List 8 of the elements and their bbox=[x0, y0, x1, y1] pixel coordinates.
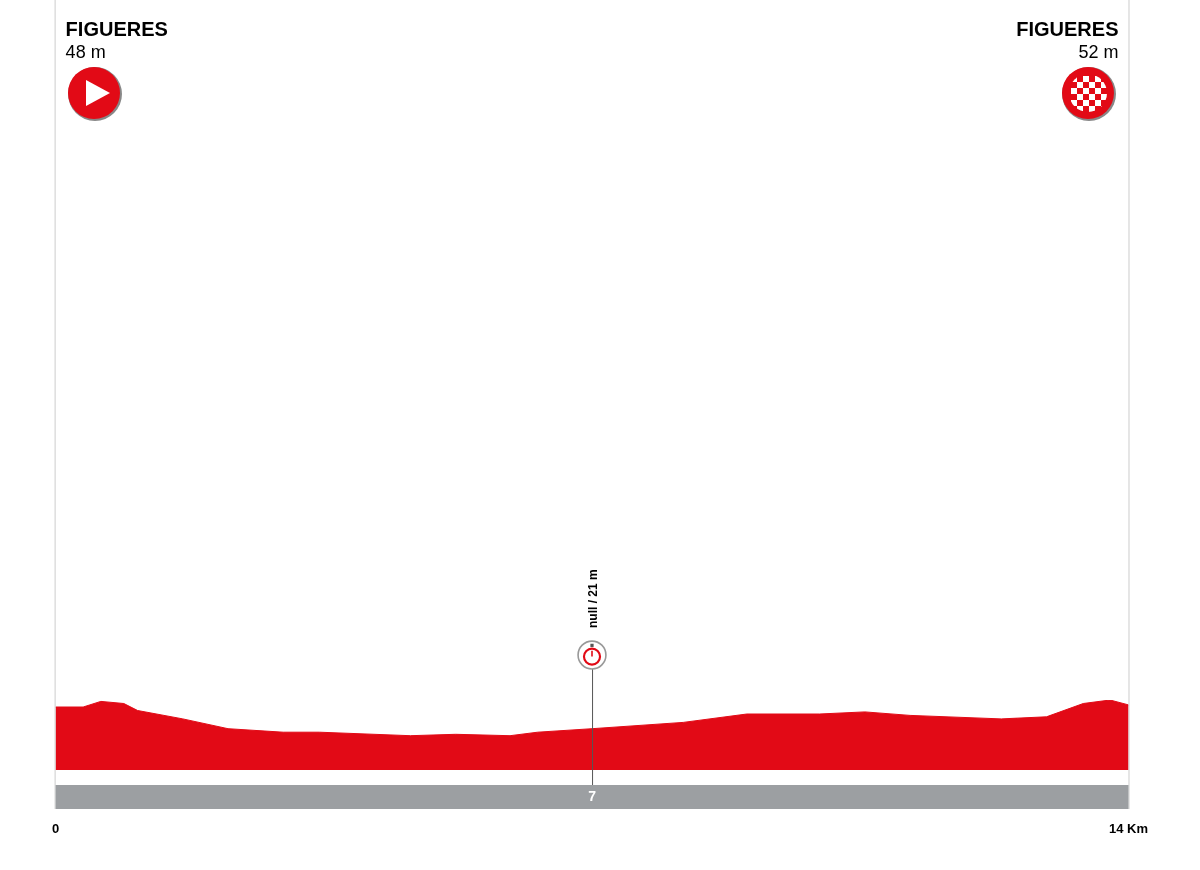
text: null / 21 m bbox=[586, 569, 601, 628]
x-tick-label: 14 Km bbox=[1108, 821, 1149, 837]
ref-line-label: 7 bbox=[588, 787, 597, 804]
text: 48 m bbox=[65, 42, 106, 62]
text: 52 m bbox=[1078, 42, 1119, 62]
text: FIGUERES bbox=[1016, 18, 1119, 40]
x-tick-label: 0 bbox=[52, 821, 60, 837]
text: FIGUERES bbox=[65, 18, 168, 40]
